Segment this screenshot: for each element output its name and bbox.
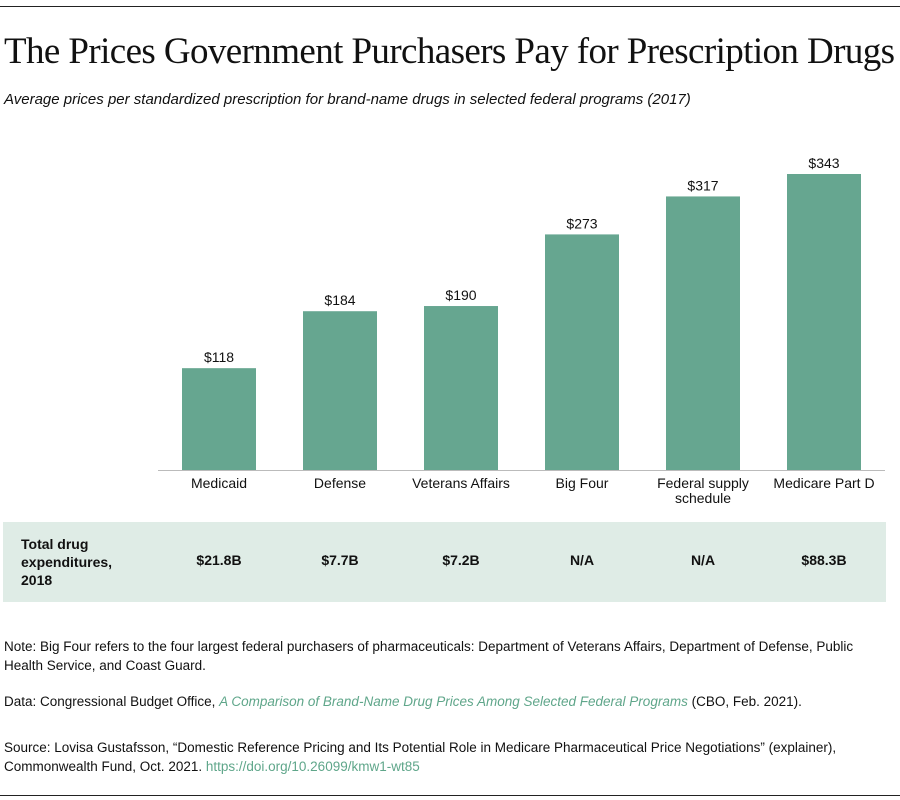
table-cell: N/A xyxy=(569,552,595,568)
note-text: Note: Big Four refers to the four larges… xyxy=(4,639,854,673)
data-label: $190 xyxy=(445,287,476,303)
category-label: Federal supply xyxy=(657,475,749,491)
bar xyxy=(303,311,377,470)
table-cell: $88.3B xyxy=(801,552,847,568)
chart-subtitle: Average prices per standardized prescrip… xyxy=(4,91,691,108)
table-row-label: Total drug expenditures, 2018 xyxy=(21,536,113,588)
bar xyxy=(787,174,861,470)
top-rule xyxy=(0,6,900,7)
data-label: $118 xyxy=(204,349,234,365)
bar xyxy=(424,306,498,470)
chart-title: The Prices Government Purchasers Pay for… xyxy=(4,31,895,72)
table-cell: $7.7B xyxy=(321,552,359,568)
category-label: Medicare Part D xyxy=(773,475,874,491)
source-credit: Source: Lovisa Gustafsson, “Domestic Ref… xyxy=(4,738,894,776)
table-cell: N/A xyxy=(690,552,716,568)
bar-chart: $118 Medicaid $184 Defense $190 Veterans Affa… xyxy=(158,155,885,506)
data-link[interactable]: A Comparison of Brand-Name Drug Prices A… xyxy=(219,694,688,709)
category-label: Big Four xyxy=(556,475,609,491)
source-link[interactable]: https://doi.org/10.26099/kmw1-wt85 xyxy=(205,759,420,774)
expenditure-table xyxy=(3,522,886,602)
bottom-rule xyxy=(0,795,900,796)
data-suffix: (CBO, Feb. 2021). xyxy=(687,694,802,709)
category-label: Defense xyxy=(314,475,366,491)
data-label: $184 xyxy=(324,292,355,308)
category-label: schedule xyxy=(675,490,731,506)
category-label: Veterans Affairs xyxy=(412,475,510,491)
data-label: $343 xyxy=(808,155,839,171)
category-label: Medicaid xyxy=(191,475,247,491)
data-label: $273 xyxy=(566,215,597,231)
data-credit: Data: Congressional Budget Office, A Com… xyxy=(4,692,894,711)
data-prefix: Data: Congressional Budget Office, xyxy=(4,694,220,709)
table-cell: $21.8B xyxy=(196,552,242,568)
bar xyxy=(545,234,619,470)
bar xyxy=(182,368,256,470)
source-text: Source: Lovisa Gustafsson, “Domestic Ref… xyxy=(4,740,837,774)
data-label: $317 xyxy=(687,177,718,193)
bar xyxy=(666,196,740,470)
table-cell: $7.2B xyxy=(442,552,480,568)
